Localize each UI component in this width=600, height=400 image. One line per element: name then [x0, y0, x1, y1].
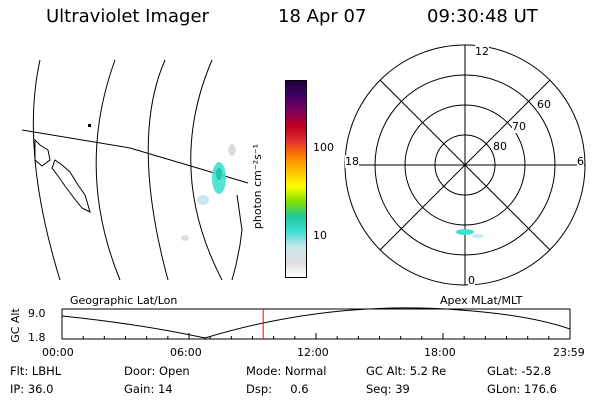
- gc-alt-info: GC Alt: 5.2 Re: [366, 364, 447, 378]
- lat-label-80: 80: [493, 140, 507, 153]
- polar-aurora-faint: [472, 234, 484, 238]
- colorbar: [285, 80, 307, 278]
- colorbar-tick-10: 10: [313, 229, 327, 242]
- seq-info: Seq: 39: [366, 382, 410, 396]
- gain-info: Gain: 14: [124, 382, 173, 396]
- timeline-ytick-top: 9.0: [28, 307, 46, 320]
- map-arc-3: [147, 59, 169, 281]
- door-info: Door: Open: [124, 364, 190, 378]
- xtick-0600: 06:00: [170, 346, 202, 359]
- date-label: 18 Apr 07: [278, 6, 367, 27]
- map-arc-4: [190, 59, 223, 281]
- colorbar-tick-100: 100: [313, 141, 334, 154]
- xtick-2359: 23:59: [553, 346, 585, 359]
- ip-info: IP: 36.0: [10, 382, 54, 396]
- map-arc-2: [95, 59, 121, 281]
- altitude-curve: [61, 307, 571, 339]
- time-label: 09:30:48 UT: [427, 6, 538, 27]
- polar-aurora-patch: [456, 229, 474, 235]
- aurora-patch-small: [197, 195, 209, 205]
- xtick-1800: 18:00: [424, 346, 456, 359]
- glon-info: GLon: 176.6: [487, 382, 557, 396]
- xtick-1200: 12:00: [297, 346, 329, 359]
- instrument-title: Ultraviolet Imager: [46, 6, 209, 27]
- mode-info: Mode: Normal: [246, 364, 327, 378]
- polar-axis-diagonal-2: [379, 79, 551, 251]
- colorbar-gradient: [286, 81, 306, 277]
- coastline-east: [231, 194, 243, 281]
- mlt-label-0: 0: [468, 274, 475, 287]
- lat-label-60: 60: [537, 98, 551, 111]
- timeline-right-label: Apex MLat/MLT: [440, 294, 523, 307]
- coastline-south: [51, 159, 91, 213]
- glat-info: GLat: -52.8: [487, 364, 552, 378]
- aurora-patch-lower: [181, 235, 189, 241]
- mlt-label-6: 6: [577, 155, 584, 168]
- coastline-north: [34, 138, 51, 167]
- aurora-patch-core: [216, 168, 222, 180]
- timeline-xticks: [61, 333, 571, 339]
- xtick-0000: 00:00: [42, 346, 74, 359]
- timeline-ytick-bottom: 1.8: [28, 331, 46, 344]
- lat-label-70: 70: [512, 120, 526, 133]
- filter-info: Flt: LBHL: [10, 364, 62, 378]
- mlt-label-12: 12: [475, 45, 489, 58]
- terminator-line: [21, 129, 249, 184]
- mlt-label-18: 18: [345, 155, 359, 168]
- timeline-left-label: Geographic Lat/Lon: [70, 294, 178, 307]
- dsp-info: Dsp: 0.6: [246, 382, 309, 396]
- aurora-patch-faint: [228, 144, 236, 156]
- map-marker: [88, 124, 91, 127]
